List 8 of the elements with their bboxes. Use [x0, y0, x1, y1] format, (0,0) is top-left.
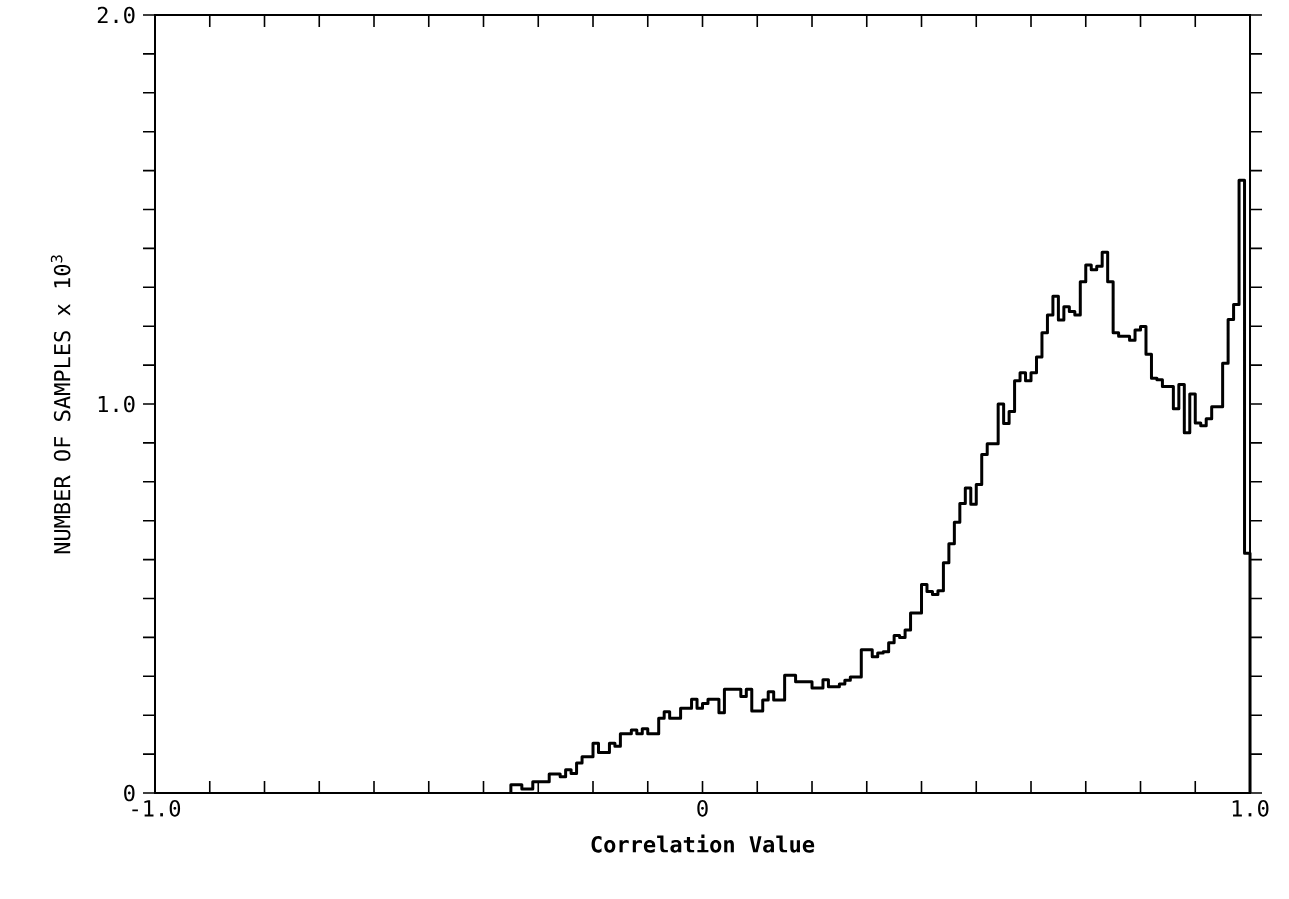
- x-axis-title: Correlation Value: [591, 834, 815, 853]
- y-tick-label: 1.0: [98, 395, 135, 413]
- x-tick-label: 1.0: [1232, 800, 1269, 817]
- x-tick-label: -1.0: [132, 800, 181, 817]
- y-tick-label: 0: [124, 784, 135, 802]
- x-tick-label: 0: [697, 800, 708, 817]
- y-axis-title: NUMBER OF SAMPLES x 10$^{3}$: [50, 255, 71, 554]
- y-tick-label: 2.0: [97, 6, 135, 24]
